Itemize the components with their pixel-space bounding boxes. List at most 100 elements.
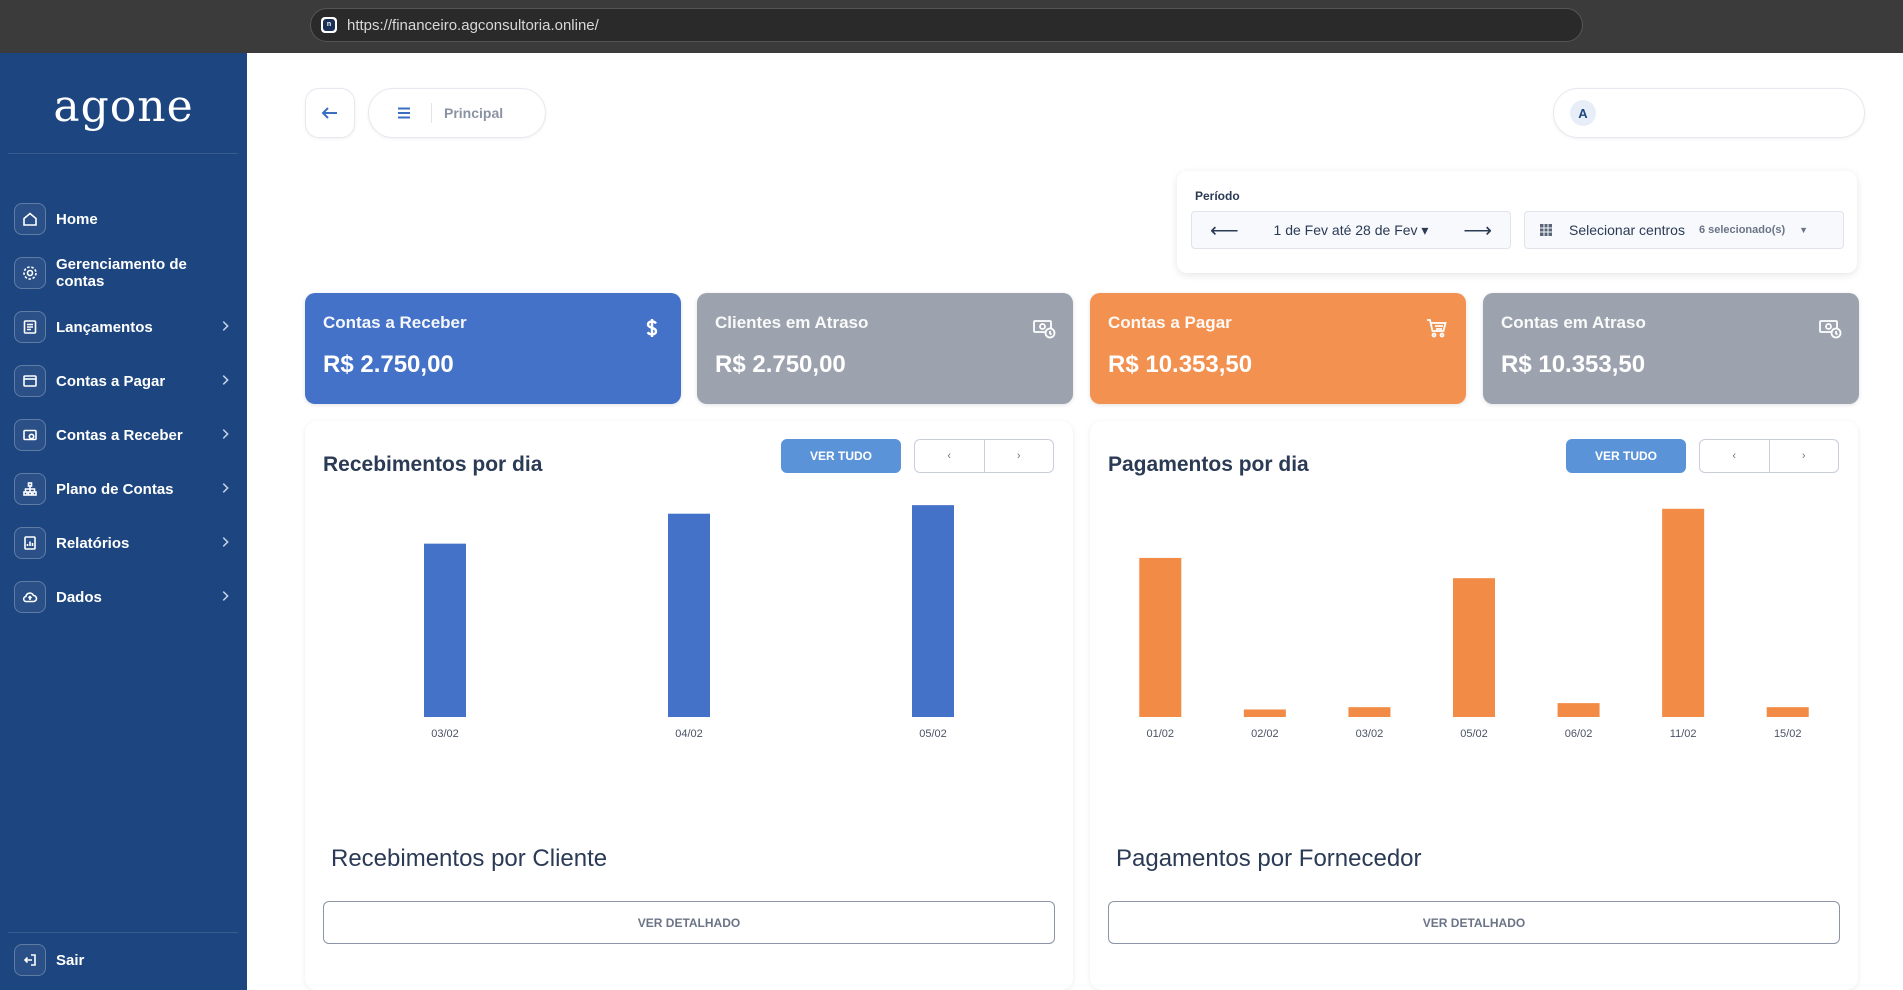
panel-recebimentos: Recebimentos por dia VER TUDO ‹ › 03/02 0…: [305, 421, 1073, 990]
centros-count: 6 selecionado(s): [1698, 224, 1786, 236]
cart-icon: [1424, 315, 1450, 341]
kpi-value: R$ 2.750,00: [715, 351, 846, 378]
logout-label: Sair: [56, 951, 85, 969]
sidebar-item-contas-pagar[interactable]: Contas a Pagar: [14, 364, 234, 398]
ver-tudo-button[interactable]: VER TUDO: [781, 439, 901, 473]
kpi-title: Clientes em Atraso: [715, 313, 869, 332]
sidebar-item-label: Lançamentos: [56, 318, 153, 336]
chevron-right-icon: [218, 427, 234, 443]
pagamentos-bar-chart: 01/02 02/02 03/02 05/02 06/02 11/02 15/02: [1139, 508, 1809, 740]
pager-prev-button[interactable]: ‹: [1700, 440, 1770, 472]
sidebar-item-contas-receber[interactable]: Contas a Receber: [14, 418, 234, 452]
logout-icon: [14, 944, 46, 976]
period-next-button[interactable]: ⟶: [1463, 219, 1492, 242]
arrow-left-icon: [321, 107, 337, 119]
sidebar-item-label: Relatórios: [56, 534, 130, 552]
chart-bar[interactable]: [1139, 557, 1182, 717]
period-label: Período: [1195, 189, 1240, 203]
kpi-value: R$ 10.353,50: [1108, 351, 1253, 378]
chart-pager: ‹ ›: [914, 439, 1054, 473]
chart-bar[interactable]: [1557, 703, 1600, 717]
kpi-value: R$ 2.750,00: [323, 351, 454, 378]
chart-bar[interactable]: [668, 513, 710, 717]
section-title: Pagamentos por Fornecedor: [1116, 845, 1422, 872]
home-icon: [14, 203, 46, 235]
period-prev-button[interactable]: ⟵: [1210, 219, 1239, 242]
chart-bar[interactable]: [912, 505, 954, 717]
sidebar: agone Home Gerenciamento de contas Lança…: [0, 53, 247, 990]
sidebar-item-relatorios[interactable]: Relatórios: [14, 526, 234, 560]
main-content: Principal A Período ⟵ 1 de Fev até 28 de…: [247, 53, 1903, 990]
chart-bar[interactable]: [1453, 578, 1495, 717]
sidebar-item-label: Gerenciamento de contas: [56, 256, 187, 290]
x-tick-label: 05/02: [1460, 728, 1488, 740]
x-tick-label: 05/02: [919, 728, 947, 740]
chart-bar[interactable]: [1243, 709, 1286, 717]
kpi-card-contas-pagar[interactable]: Contas a Pagar R$ 10.353,50: [1090, 293, 1466, 404]
kpi-card-clientes-atraso[interactable]: Clientes em Atraso R$ 2.750,00: [697, 293, 1073, 404]
menu-icon[interactable]: [395, 104, 413, 122]
sidebar-item-label: Dados: [56, 588, 102, 606]
back-button[interactable]: [305, 88, 355, 138]
pager-next-button[interactable]: ›: [1016, 450, 1021, 462]
overdue-money-icon: [1031, 315, 1057, 341]
grid-icon: [1540, 224, 1552, 236]
kpi-card-contas-atraso[interactable]: Contas em Atraso R$ 10.353,50: [1483, 293, 1859, 404]
url-text: https://financeiro.agconsultoria.online/: [347, 16, 599, 34]
sidebar-item-gerenciamento[interactable]: Gerenciamento de contas: [14, 256, 234, 290]
x-tick-label: 11/02: [1670, 728, 1697, 740]
avatar: A: [1570, 100, 1596, 126]
chart-bar[interactable]: [1348, 707, 1391, 717]
sidebar-item-label: Contas a Pagar: [56, 372, 166, 390]
sidebar-item-label: Home: [56, 210, 98, 228]
pager-next-button[interactable]: ›: [1801, 450, 1806, 462]
logout-button[interactable]: Sair: [14, 943, 234, 977]
address-bar[interactable]: n https://financeiro.agconsultoria.onlin…: [310, 8, 1583, 42]
chart-pager: ‹ ›: [1699, 439, 1839, 473]
sidebar-item-home[interactable]: Home: [14, 202, 234, 236]
ver-detalhado-button[interactable]: VER DETALHADO: [1108, 901, 1840, 944]
report-icon: [14, 527, 46, 559]
pager-prev-button[interactable]: ‹: [915, 440, 985, 472]
x-tick-label: 06/02: [1565, 728, 1593, 740]
x-tick-label: 01/02: [1147, 728, 1175, 740]
sidebar-divider: [8, 153, 238, 154]
sidebar-item-plano-contas[interactable]: Plano de Contas: [14, 472, 234, 506]
cloud-icon: [14, 581, 46, 613]
centros-select[interactable]: Selecionar centros 6 selecionado(s) ▼: [1524, 211, 1844, 249]
x-tick-label: 15/02: [1774, 728, 1802, 740]
hierarchy-icon: [14, 473, 46, 505]
kpi-card-contas-receber[interactable]: Contas a Receber R$ 2.750,00: [305, 293, 681, 404]
breadcrumb: Principal: [368, 88, 546, 138]
sidebar-item-dados[interactable]: Dados: [14, 580, 234, 614]
chart-bar[interactable]: [1766, 707, 1809, 717]
site-favicon-icon: n: [321, 17, 337, 33]
ledger-icon: [14, 311, 46, 343]
ver-detalhado-button[interactable]: VER DETALHADO: [323, 901, 1055, 944]
ver-tudo-button[interactable]: VER TUDO: [1566, 439, 1686, 473]
recebimentos-bar-chart: 03/02 04/02 05/02: [424, 505, 954, 740]
chevron-right-icon: [218, 481, 234, 497]
x-tick-label: 03/02: [1356, 728, 1384, 740]
chart-title: Pagamentos por dia: [1108, 453, 1309, 476]
x-tick-label: 03/02: [431, 728, 459, 740]
chart-title: Recebimentos por dia: [323, 453, 543, 476]
caret-down-icon: ▼: [1799, 225, 1809, 235]
kpi-title: Contas a Receber: [323, 313, 467, 332]
chart-bar[interactable]: [1662, 508, 1705, 717]
user-menu[interactable]: A: [1553, 88, 1865, 138]
period-range-dropdown[interactable]: 1 de Fev até 28 de Fev ▾: [1273, 221, 1429, 238]
chart-bar[interactable]: [424, 543, 466, 717]
panel-pagamentos: Pagamentos por dia VER TUDO ‹ › 01/02 02/…: [1090, 421, 1858, 990]
x-tick-label: 04/02: [675, 728, 703, 740]
sidebar-divider: [8, 932, 238, 933]
kpi-title: Contas a Pagar: [1108, 313, 1232, 332]
kpi-title: Contas em Atraso: [1501, 313, 1646, 332]
breadcrumb-current: Principal: [444, 105, 504, 121]
section-title: Recebimentos por Cliente: [331, 845, 608, 872]
chevron-right-icon: [218, 589, 234, 605]
wallet-icon: [14, 365, 46, 397]
browser-toolbar: n https://financeiro.agconsultoria.onlin…: [0, 0, 1903, 53]
sidebar-item-lancamentos[interactable]: Lançamentos: [14, 310, 234, 344]
dollar-icon: [639, 315, 665, 341]
